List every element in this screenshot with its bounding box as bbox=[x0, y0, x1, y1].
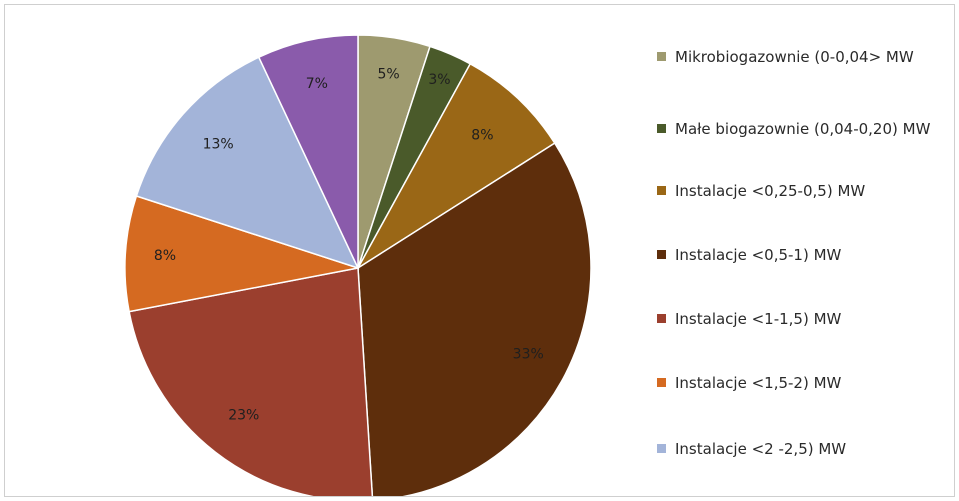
legend-item: Instalacje <1,5-2) MW bbox=[657, 371, 954, 395]
slice-data-label: 8% bbox=[154, 248, 176, 264]
legend-swatch bbox=[657, 186, 666, 195]
legend-item: Instalacje <2 -2,5) MW bbox=[657, 437, 954, 461]
pie-slice bbox=[357, 62, 556, 269]
legend-swatch bbox=[657, 378, 666, 387]
legend-label: Instalacje <0,25-0,5) MW bbox=[675, 182, 866, 200]
pie-data-labels: 5% 3% 8% 33% 23% 8% 13% 7% bbox=[154, 67, 544, 424]
slice-data-label: 13% bbox=[203, 137, 234, 153]
slice-data-label: 3% bbox=[428, 72, 450, 88]
legend-item: Instalacje <1-1,5) MW bbox=[657, 307, 954, 331]
legend-label: Instalacje <1,5-2) MW bbox=[675, 374, 842, 392]
legend-label: Instalacje <1-1,5) MW bbox=[675, 310, 842, 328]
pie-chart: 5% 3% 8% 33% 23% 8% 13% 7% bbox=[124, 34, 592, 496]
legend-item: Instalacje <0,5-1) MW bbox=[657, 243, 954, 267]
slice-data-label: 5% bbox=[378, 67, 400, 83]
chart-frame: 5% 3% 8% 33% 23% 8% 13% 7% Mikrobiogazownie (0-… bbox=[4, 4, 955, 497]
legend-swatch bbox=[657, 124, 666, 133]
legend-swatch bbox=[657, 250, 666, 259]
slice-data-label: 7% bbox=[306, 76, 328, 92]
legend-item: Mikrobiogazownie (0-0,04> MW bbox=[657, 45, 954, 69]
legend-label: Małe biogazownie (0,04-0,20) MW bbox=[675, 120, 931, 138]
legend-swatch bbox=[657, 52, 666, 61]
slice-data-label: 8% bbox=[471, 128, 493, 144]
legend-item: Małe biogazownie (0,04-0,20) MW bbox=[657, 117, 954, 141]
legend-swatch bbox=[657, 314, 666, 323]
legend-label: Mikrobiogazownie (0-0,04> MW bbox=[675, 48, 914, 66]
pie-slice bbox=[128, 267, 374, 496]
slice-data-label: 33% bbox=[513, 347, 544, 363]
pie-slices bbox=[124, 34, 592, 496]
pie-slice bbox=[257, 34, 359, 269]
pie-slice bbox=[124, 195, 359, 313]
legend-label: Instalacje <0,5-1) MW bbox=[675, 246, 842, 264]
slice-data-label: 23% bbox=[228, 407, 259, 423]
pie-slice bbox=[135, 56, 360, 270]
legend-label: Instalacje <2 -2,5) MW bbox=[675, 440, 847, 458]
pie-slice bbox=[357, 142, 592, 496]
legend-item: Instalacje <0,25-0,5) MW bbox=[657, 179, 954, 203]
legend-swatch bbox=[657, 444, 666, 453]
